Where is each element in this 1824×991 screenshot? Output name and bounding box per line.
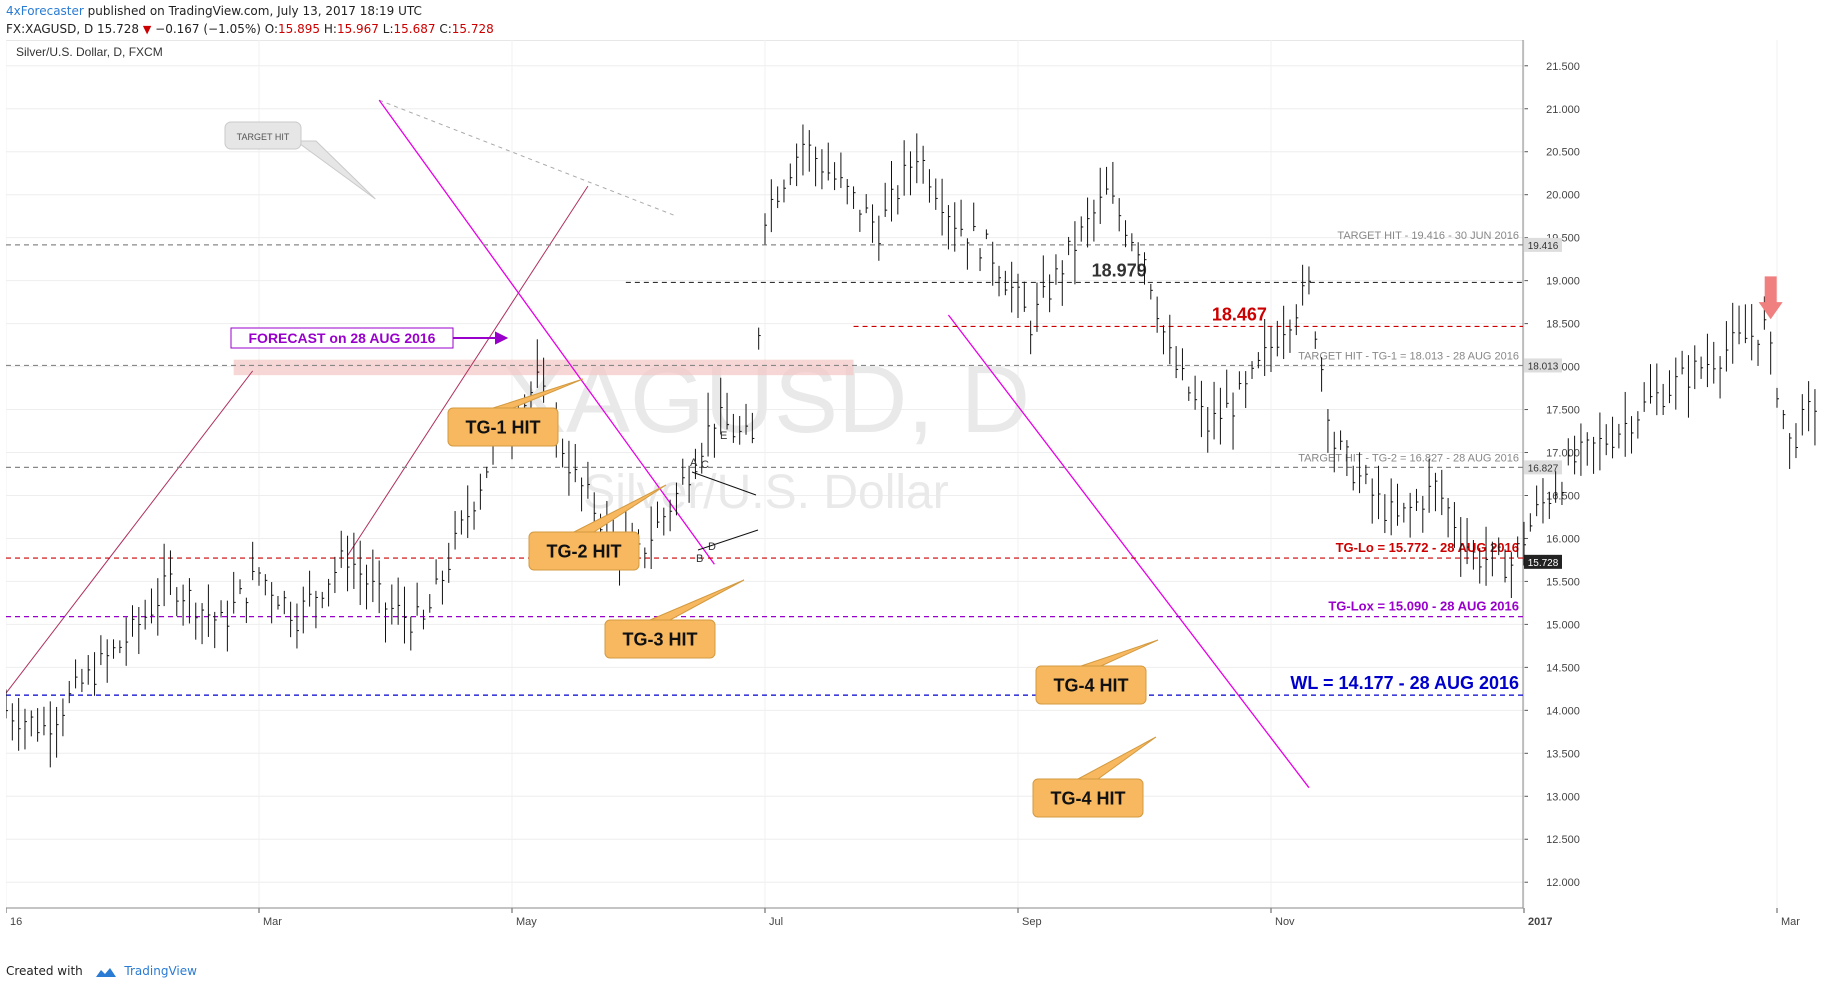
level-label: 18.979 <box>1092 260 1147 280</box>
publish-text: published on TradingView.com, July 13, 2… <box>83 4 422 18</box>
x-tick-label: Nov <box>1275 916 1295 928</box>
tg4-hit-callout-2 <box>1032 778 1144 818</box>
x-tick-label: Sep <box>1022 916 1042 928</box>
x-tick-label: May <box>516 916 537 928</box>
y-tick-label: 20.500 <box>1546 147 1580 159</box>
level-label: TARGET HIT - TG-1 = 18.013 - 28 AUG 2016 <box>1298 350 1519 362</box>
x-tick-label: Jul <box>769 916 783 928</box>
target-hit-label: TARGET HIT <box>237 132 290 142</box>
axis-level-badge <box>1524 460 1562 475</box>
y-tick-label: 16.000 <box>1546 533 1580 545</box>
publish-info: 4xForecaster published on TradingView.co… <box>6 4 422 18</box>
tg2-hit-callout <box>528 531 640 571</box>
axis-level-label: 16.827 <box>1528 463 1559 474</box>
y-tick-label: 19.000 <box>1546 276 1580 288</box>
axis-level-label: 18.013 <box>1528 361 1559 372</box>
y-tick-label: 17.000 <box>1546 448 1580 460</box>
y-tick-label: 18.500 <box>1546 319 1580 331</box>
level-label: TARGET HIT - 19.416 - 30 JUN 2016 <box>1337 230 1519 242</box>
y-tick-label: 17.500 <box>1546 405 1580 417</box>
wave-label: E <box>720 430 727 442</box>
channel-line-upper <box>347 185 589 556</box>
created-with-text: Created with <box>6 964 83 978</box>
axis-level-label: 19.416 <box>1528 241 1559 252</box>
watermark-name: Silver/U.S. Dollar <box>583 466 948 519</box>
open-value: 15.895 <box>278 22 321 36</box>
y-tick-label: 16.500 <box>1546 490 1580 502</box>
high-label: H: <box>323 22 337 36</box>
low-value: 15.687 <box>393 22 436 36</box>
close-label: C: <box>439 22 452 36</box>
y-tick-label: 21.500 <box>1546 61 1580 73</box>
level-label: WL = 14.177 - 28 AUG 2016 <box>1290 673 1519 693</box>
symbol: FX:XAGUSD, D <box>6 22 94 36</box>
last-price-label: 15.728 <box>1528 558 1559 569</box>
wave-label: A <box>690 457 698 469</box>
channel-line-lower <box>5 370 254 694</box>
x-tick-label: Mar <box>1781 916 1800 928</box>
triangle-line-bottom <box>697 529 759 551</box>
tg1-hit-callout <box>447 407 559 447</box>
last-price-badge <box>1524 554 1562 569</box>
chart-area[interactable]: 12.000 12.500 13.000 13.500 14.000 14.500 15.0… <box>5 39 1824 957</box>
wave-label: B <box>696 553 703 565</box>
target-hit-callout <box>224 121 302 150</box>
wave-label: D <box>708 541 716 553</box>
forecast-label: FORECAST on 28 AUG 2016 <box>249 330 436 346</box>
tg4-hit-callout-1 <box>1035 665 1147 705</box>
tg4-hit-callout-2-label: TG-4 HIT <box>1051 788 1126 808</box>
y-tick-label: 12.500 <box>1546 834 1580 846</box>
low-label: L: <box>382 22 394 36</box>
tg3-hit-callout-label: TG-3 HIT <box>623 629 698 649</box>
level-label: TARGET HIT - TG-2 = 16.827 - 28 AUG 2016 <box>1298 452 1519 464</box>
y-tick-label: 15.500 <box>1546 576 1580 588</box>
down-arrow-icon: ▼ <box>142 23 152 36</box>
x-tick-label: 16 <box>10 916 22 928</box>
level-label: 18.467 <box>1212 304 1267 324</box>
tg1-hit-callout-label: TG-1 HIT <box>466 417 541 437</box>
downtrend-line-1 <box>378 99 715 565</box>
y-tick-label: 14.500 <box>1546 662 1580 674</box>
open-label: O: <box>264 22 279 36</box>
level-label: TG-Lox = 15.090 - 28 AUG 2016 <box>1328 599 1519 614</box>
y-tick-label: 21.000 <box>1546 104 1580 116</box>
axis-level-badge <box>1524 358 1562 373</box>
tradingview-link[interactable]: TradingView <box>124 964 197 978</box>
footer: Created with TradingView <box>6 964 1818 986</box>
price-chart[interactable]: 12.000 12.500 13.000 13.500 14.000 14.500 15.0… <box>5 39 1824 957</box>
axis-level-badge <box>1524 237 1562 252</box>
chart-title: Silver/U.S. Dollar, D, FXCM <box>16 45 163 59</box>
x-tick-label: 2017 <box>1528 916 1552 928</box>
downtrend-line-2 <box>947 314 1310 789</box>
dashed-resistance <box>378 99 677 217</box>
y-tick-label: 20.000 <box>1546 190 1580 202</box>
last-price: 15.728 <box>97 22 140 36</box>
ohlc-line: FX:XAGUSD, D 15.728 ▼ −0.167 (−1.05%) O:… <box>6 22 494 36</box>
x-tick-label: Mar <box>263 916 282 928</box>
y-tick-label: 13.000 <box>1546 791 1580 803</box>
level-label: TG-Lo = 15.772 - 28 AUG 2016 <box>1336 540 1519 555</box>
y-tick-label: 12.000 <box>1546 877 1580 889</box>
tg2-hit-callout-label: TG-2 HIT <box>547 541 622 561</box>
y-tick-label: 14.000 <box>1546 705 1580 717</box>
wave-label: C <box>701 459 709 471</box>
triangle-line-top <box>691 471 757 496</box>
price-change: −0.167 (−1.05%) <box>155 22 261 36</box>
forecast-arrow-icon <box>453 331 509 345</box>
tg3-hit-callout <box>604 619 716 659</box>
author-link[interactable]: 4xForecaster <box>6 4 84 18</box>
price-bars <box>5 124 1824 768</box>
close-value: 15.728 <box>451 22 494 36</box>
y-tick-label: 13.500 <box>1546 748 1580 760</box>
tradingview-logo-icon <box>95 967 116 977</box>
target-hit-pointer <box>294 140 376 200</box>
high-value: 15.967 <box>336 22 379 36</box>
y-tick-label: 15.000 <box>1546 619 1580 631</box>
tg4-hit-callout-1-label: TG-4 HIT <box>1054 675 1129 695</box>
down-arrow-icon <box>1758 276 1783 320</box>
